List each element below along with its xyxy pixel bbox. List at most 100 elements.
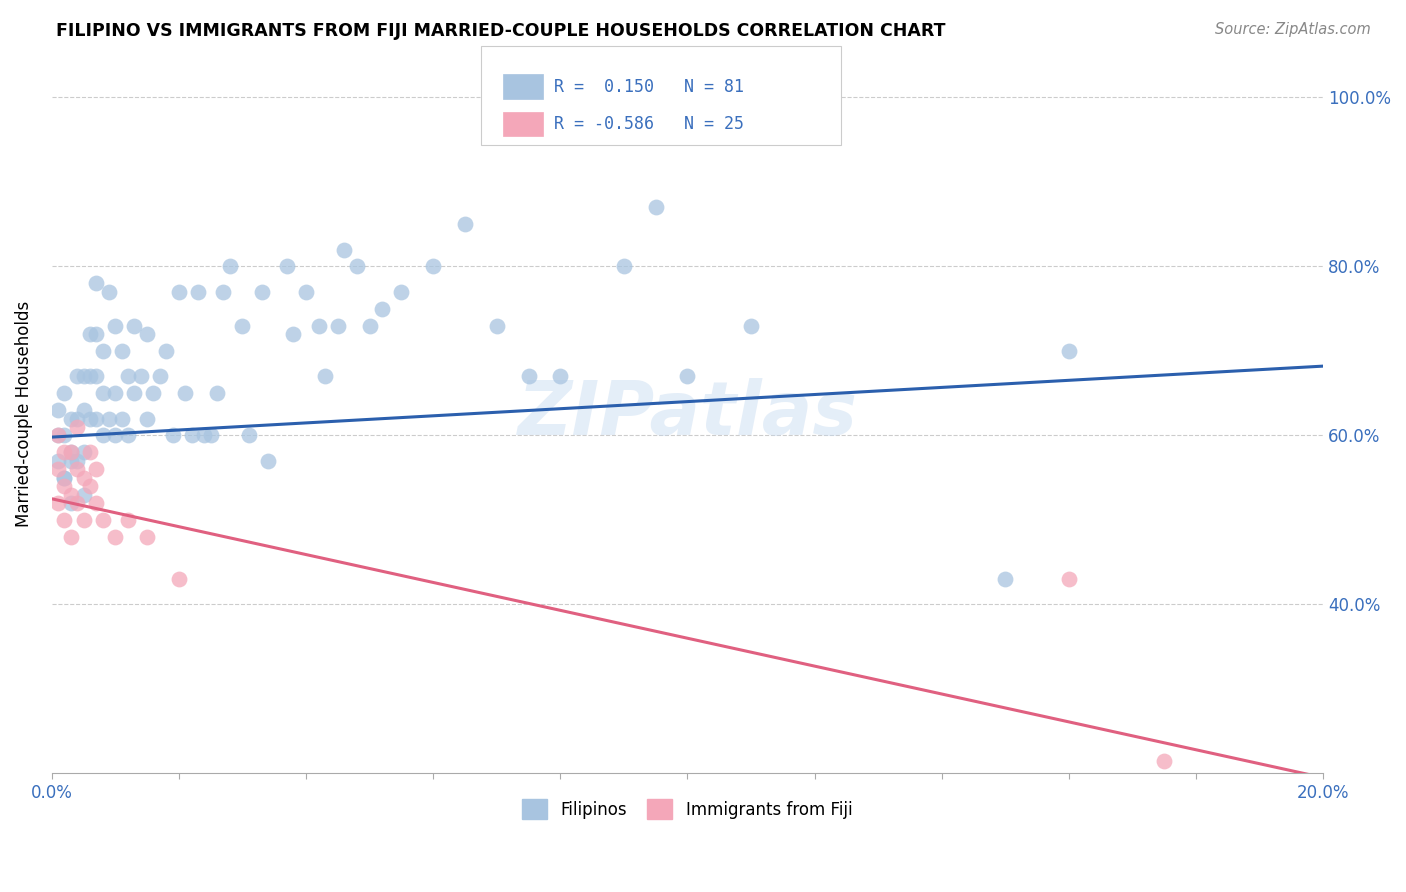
Point [1057, 343, 1080, 358]
Point [84, 496, 107, 510]
Point [79, 369, 101, 384]
Point [359, 318, 381, 333]
Point [129, 369, 152, 384]
Point [53, 513, 76, 527]
Point [155, 343, 177, 358]
Text: Source: ZipAtlas.com: Source: ZipAtlas.com [1215, 22, 1371, 37]
Point [72, 403, 94, 417]
Y-axis label: Married-couple Households: Married-couple Households [15, 301, 32, 527]
Text: ZIPatlas: ZIPatlas [517, 378, 858, 450]
Point [59, 496, 82, 510]
Point [79, 326, 101, 341]
Point [79, 445, 101, 459]
Point [53, 428, 76, 442]
Point [117, 428, 139, 442]
Point [1057, 572, 1080, 586]
Point [72, 470, 94, 484]
Point [550, 369, 572, 384]
Point [53, 386, 76, 401]
Point [167, 572, 190, 586]
Point [250, 285, 273, 299]
Point [104, 530, 127, 544]
Point [142, 386, 165, 401]
Point [308, 318, 330, 333]
Point [59, 487, 82, 501]
Point [72, 513, 94, 527]
Point [66, 462, 89, 476]
Point [136, 530, 159, 544]
Point [97, 285, 120, 299]
Point [238, 428, 260, 442]
Point [46, 496, 69, 510]
Point [91, 513, 114, 527]
Point [59, 411, 82, 425]
Point [84, 462, 107, 476]
Point [994, 572, 1017, 586]
Legend: Filipinos, Immigrants from Fiji: Filipinos, Immigrants from Fiji [516, 792, 859, 826]
Point [59, 445, 82, 459]
Point [97, 411, 120, 425]
Point [91, 343, 114, 358]
Point [212, 285, 235, 299]
Point [162, 428, 184, 442]
Point [193, 428, 215, 442]
Point [84, 277, 107, 291]
Point [72, 487, 94, 501]
Point [53, 445, 76, 459]
Point [200, 428, 222, 442]
Point [84, 326, 107, 341]
Point [91, 386, 114, 401]
Point [422, 260, 444, 274]
Point [136, 326, 159, 341]
Point [117, 513, 139, 527]
Point [53, 470, 76, 484]
Text: FILIPINO VS IMMIGRANTS FROM FIJI MARRIED-COUPLE HOUSEHOLDS CORRELATION CHART: FILIPINO VS IMMIGRANTS FROM FIJI MARRIED… [56, 22, 946, 40]
Point [66, 411, 89, 425]
Point [72, 445, 94, 459]
Point [167, 285, 190, 299]
Point [104, 428, 127, 442]
Point [79, 479, 101, 493]
Point [218, 260, 240, 274]
Point [46, 462, 69, 476]
Point [314, 369, 336, 384]
Point [53, 470, 76, 484]
Point [454, 217, 477, 231]
Point [326, 318, 349, 333]
Point [1153, 754, 1175, 768]
Point [136, 411, 159, 425]
Point [66, 369, 89, 384]
Point [231, 318, 253, 333]
Point [389, 285, 412, 299]
Point [66, 420, 89, 434]
Point [174, 386, 197, 401]
Point [46, 428, 69, 442]
Point [66, 496, 89, 510]
Point [613, 260, 636, 274]
Point [111, 411, 134, 425]
Point [117, 369, 139, 384]
Point [84, 411, 107, 425]
Point [205, 386, 228, 401]
Point [104, 318, 127, 333]
Point [72, 369, 94, 384]
Point [346, 260, 368, 274]
Point [371, 301, 394, 316]
Point [257, 454, 280, 468]
Point [91, 428, 114, 442]
Point [46, 403, 69, 417]
Point [59, 454, 82, 468]
Point [276, 260, 298, 274]
Point [79, 411, 101, 425]
Point [46, 454, 69, 468]
Point [59, 530, 82, 544]
Point [66, 454, 89, 468]
Point [283, 326, 305, 341]
Point [124, 386, 146, 401]
Point [740, 318, 762, 333]
Point [124, 318, 146, 333]
Point [187, 285, 209, 299]
Point [84, 369, 107, 384]
Point [111, 343, 134, 358]
Point [676, 369, 699, 384]
